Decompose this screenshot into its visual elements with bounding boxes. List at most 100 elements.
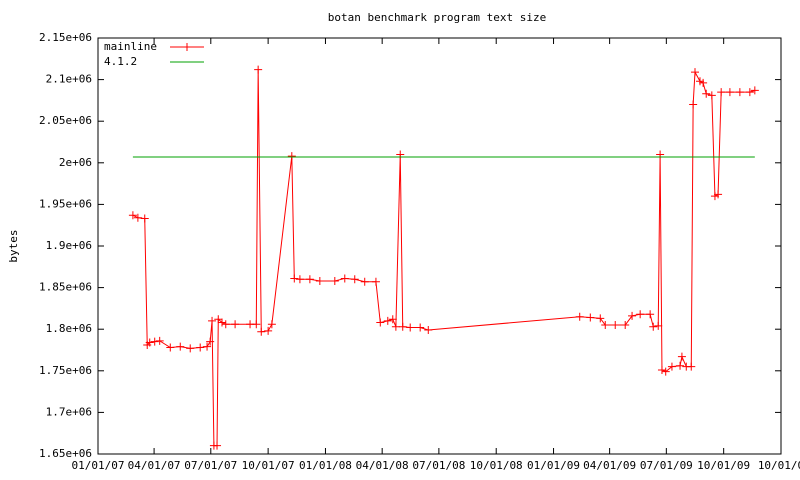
point-marker bbox=[206, 337, 215, 346]
y-tick-label: 1.75e+06 bbox=[39, 364, 92, 377]
point-marker bbox=[340, 274, 349, 283]
legend-marker bbox=[183, 43, 191, 51]
point-marker bbox=[150, 337, 159, 346]
point-marker bbox=[628, 311, 637, 320]
point-marker bbox=[714, 190, 723, 199]
x-tick-label: 04/01/09 bbox=[583, 459, 636, 472]
point-marker bbox=[750, 86, 759, 95]
point-marker bbox=[176, 342, 185, 351]
point-marker bbox=[689, 100, 698, 109]
x-tick-label: 10/01/09 bbox=[697, 459, 750, 472]
point-marker bbox=[596, 314, 605, 323]
legend-label: mainline bbox=[104, 40, 157, 53]
y-tick-label: 2.15e+06 bbox=[39, 31, 92, 44]
point-marker bbox=[398, 322, 407, 331]
point-marker bbox=[621, 321, 630, 330]
point-marker bbox=[186, 344, 195, 353]
point-marker bbox=[416, 323, 425, 332]
x-tick-label: 10/01/08 bbox=[470, 459, 523, 472]
point-marker bbox=[388, 315, 397, 324]
point-marker bbox=[649, 322, 658, 331]
y-tick-label: 1.8e+06 bbox=[46, 322, 92, 335]
point-marker bbox=[218, 318, 227, 327]
point-marker bbox=[702, 89, 711, 98]
point-marker bbox=[221, 320, 230, 329]
point-marker bbox=[717, 88, 726, 97]
point-marker bbox=[145, 338, 154, 347]
point-marker bbox=[166, 343, 175, 352]
x-tick-label: 10/01/0 bbox=[758, 459, 800, 472]
point-marker bbox=[350, 275, 359, 284]
point-marker bbox=[424, 326, 433, 335]
point-marker bbox=[231, 320, 240, 329]
point-marker bbox=[707, 91, 716, 100]
y-tick-label: 1.95e+06 bbox=[39, 197, 92, 210]
point-marker bbox=[691, 68, 700, 77]
point-marker bbox=[254, 65, 263, 74]
x-tick-label: 10/01/07 bbox=[242, 459, 295, 472]
point-marker bbox=[657, 365, 666, 374]
x-tick-label: 01/01/07 bbox=[72, 459, 125, 472]
x-tick-label: 07/01/09 bbox=[640, 459, 693, 472]
point-marker bbox=[676, 361, 685, 370]
point-marker bbox=[330, 276, 339, 285]
y-tick-label: 1.65e+06 bbox=[39, 447, 92, 460]
point-marker bbox=[646, 310, 655, 319]
point-marker bbox=[661, 367, 670, 376]
point-marker bbox=[295, 275, 304, 284]
point-marker bbox=[654, 321, 663, 330]
y-tick-label: 1.9e+06 bbox=[46, 239, 92, 252]
point-marker bbox=[376, 318, 385, 327]
y-tick-label: 2e+06 bbox=[59, 156, 92, 169]
point-marker bbox=[611, 321, 620, 330]
point-marker bbox=[575, 312, 584, 321]
point-marker bbox=[208, 316, 217, 325]
y-tick-label: 1.7e+06 bbox=[46, 405, 92, 418]
point-marker bbox=[677, 352, 686, 361]
x-tick-label: 04/01/08 bbox=[356, 459, 409, 472]
point-marker bbox=[601, 321, 610, 330]
x-tick-label: 01/01/09 bbox=[527, 459, 580, 472]
x-tick-label: 01/01/08 bbox=[299, 459, 352, 472]
point-marker bbox=[636, 310, 645, 319]
point-marker bbox=[287, 152, 296, 161]
point-marker bbox=[155, 336, 164, 345]
point-marker bbox=[128, 211, 137, 220]
point-marker bbox=[725, 88, 734, 97]
point-marker bbox=[133, 213, 142, 222]
y-tick-label: 2.05e+06 bbox=[39, 114, 92, 127]
point-marker bbox=[383, 316, 392, 325]
point-marker bbox=[371, 277, 380, 286]
point-marker bbox=[391, 322, 400, 331]
point-marker bbox=[360, 277, 369, 286]
y-tick-label: 2.1e+06 bbox=[46, 73, 92, 86]
point-marker bbox=[213, 441, 222, 450]
point-marker bbox=[140, 214, 149, 223]
point-marker bbox=[203, 342, 212, 351]
chart-title: botan benchmark program text size bbox=[328, 11, 547, 24]
point-marker bbox=[290, 274, 299, 283]
point-marker bbox=[687, 362, 696, 371]
x-tick-label: 07/01/07 bbox=[184, 459, 237, 472]
point-marker bbox=[315, 276, 324, 285]
point-marker bbox=[196, 343, 205, 352]
point-marker bbox=[267, 320, 276, 329]
x-tick-label: 04/01/07 bbox=[128, 459, 181, 472]
point-marker bbox=[305, 275, 314, 284]
point-marker bbox=[264, 326, 273, 335]
point-marker bbox=[667, 362, 676, 371]
y-axis-label: bytes bbox=[7, 229, 20, 262]
x-tick-label: 07/01/08 bbox=[412, 459, 465, 472]
y-tick-label: 1.85e+06 bbox=[39, 281, 92, 294]
point-marker bbox=[586, 313, 595, 322]
point-marker bbox=[252, 320, 261, 329]
point-marker bbox=[214, 315, 223, 324]
point-marker bbox=[735, 88, 744, 97]
point-marker bbox=[699, 78, 708, 87]
point-marker bbox=[257, 327, 266, 336]
point-marker bbox=[406, 323, 415, 332]
legend-label: 4.1.2 bbox=[104, 55, 137, 68]
point-marker bbox=[745, 88, 754, 97]
